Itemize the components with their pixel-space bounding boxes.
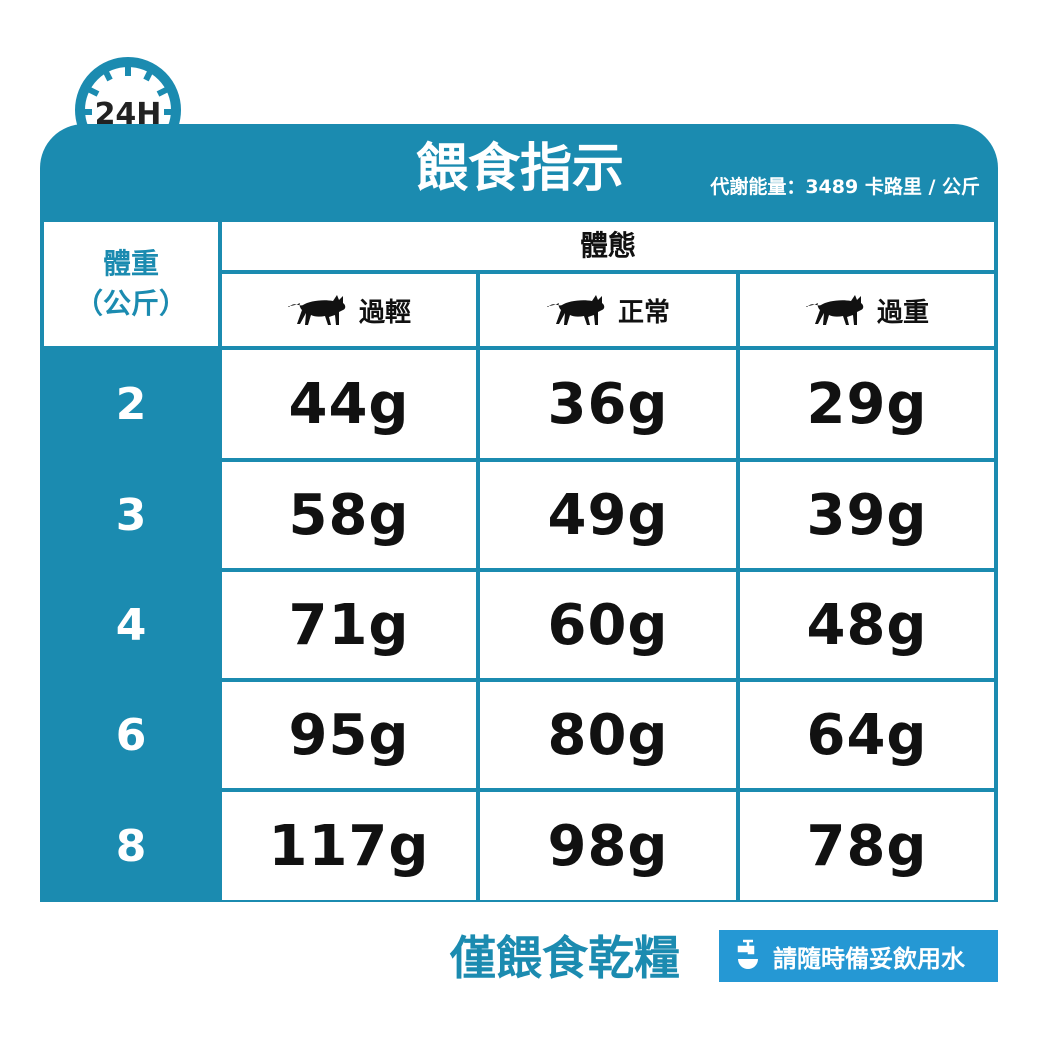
amount-cell: 29g <box>740 350 994 458</box>
water-note: 請隨時備妥飲用水 <box>719 930 998 982</box>
cat-icon <box>546 295 605 325</box>
amount-cell: 71g <box>222 572 476 678</box>
amount-cell: 64g <box>740 682 994 788</box>
amount-cell: 36g <box>480 350 736 458</box>
weight-cell: 2 <box>44 350 218 458</box>
weight-cell: 8 <box>44 792 218 900</box>
amount-cell: 60g <box>480 572 736 678</box>
amount-cell: 117g <box>222 792 476 900</box>
weight-cell: 6 <box>44 682 218 788</box>
weight-cell: 3 <box>44 462 218 568</box>
condition-header-1: 正常 <box>480 274 736 346</box>
body-condition-header: 體態 <box>222 222 994 270</box>
amount-cell: 48g <box>740 572 994 678</box>
dry-food-only: 僅餵食乾糧 <box>450 931 680 985</box>
energy-text: 代謝能量：3489 卡路里 / 公斤 <box>710 176 980 198</box>
amount-cell: 49g <box>480 462 736 568</box>
condition-header-0: 過輕 <box>222 274 476 346</box>
amount-cell: 95g <box>222 682 476 788</box>
weight-cell: 4 <box>44 572 218 678</box>
condition-header-2: 過重 <box>740 274 994 346</box>
amount-cell: 98g <box>480 792 736 900</box>
amount-cell: 39g <box>740 462 994 568</box>
amount-cell: 44g <box>222 350 476 458</box>
amount-cell: 78g <box>740 792 994 900</box>
weight-header: 體重 （公斤） <box>44 222 218 346</box>
amount-cell: 80g <box>480 682 736 788</box>
cat-icon <box>287 295 346 325</box>
page-title: 餵食指示 <box>415 139 624 199</box>
cat-icon <box>805 295 864 325</box>
water-tap-icon <box>737 939 758 969</box>
water-note-text: 請隨時備妥飲用水 <box>773 944 965 973</box>
amount-cell: 58g <box>222 462 476 568</box>
